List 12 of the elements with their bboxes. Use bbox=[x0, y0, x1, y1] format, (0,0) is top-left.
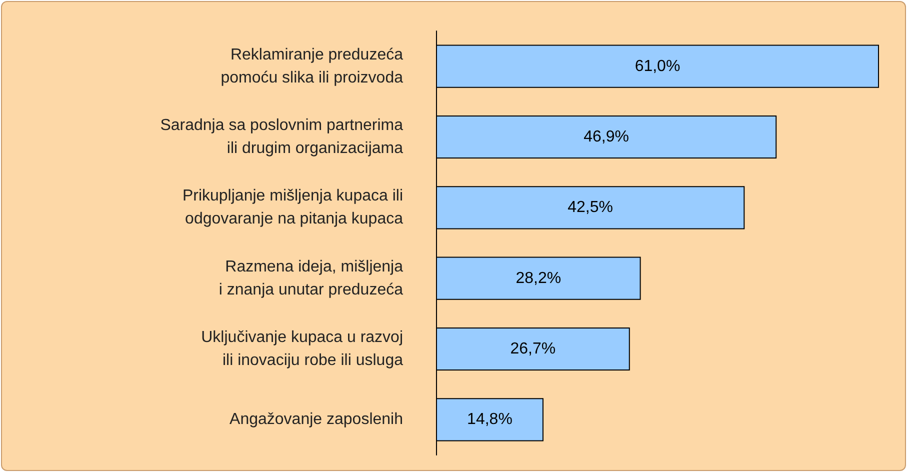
y-tick-label: Razmena ideja, mišljenja i znanja unutar preduzeća bbox=[218, 258, 404, 298]
data-label: 46,9% bbox=[584, 128, 629, 146]
y-tick-label: Angažovanje zaposlenih bbox=[230, 411, 403, 428]
y-tick-label: Prikupljanje mišljenja kupaca ili odgovaranje na pitanja kupaca bbox=[182, 188, 404, 228]
data-label: 26,7% bbox=[510, 340, 556, 358]
data-label: 28,2% bbox=[516, 270, 562, 287]
data-label: 14,8% bbox=[467, 411, 512, 428]
y-tick-label: Saradnja sa poslovnim partnerima ili drugim organizacijama bbox=[160, 117, 404, 157]
data-label: 42,5% bbox=[568, 199, 614, 216]
y-tick-label: Uključivanje kupaca u razvoj ili inovaciju robe ili usluga bbox=[201, 329, 404, 369]
data-label: 61,0% bbox=[634, 58, 680, 75]
y-tick-label: Reklamiranje preduzeća pomoću slika ili proizvoda bbox=[220, 46, 404, 86]
